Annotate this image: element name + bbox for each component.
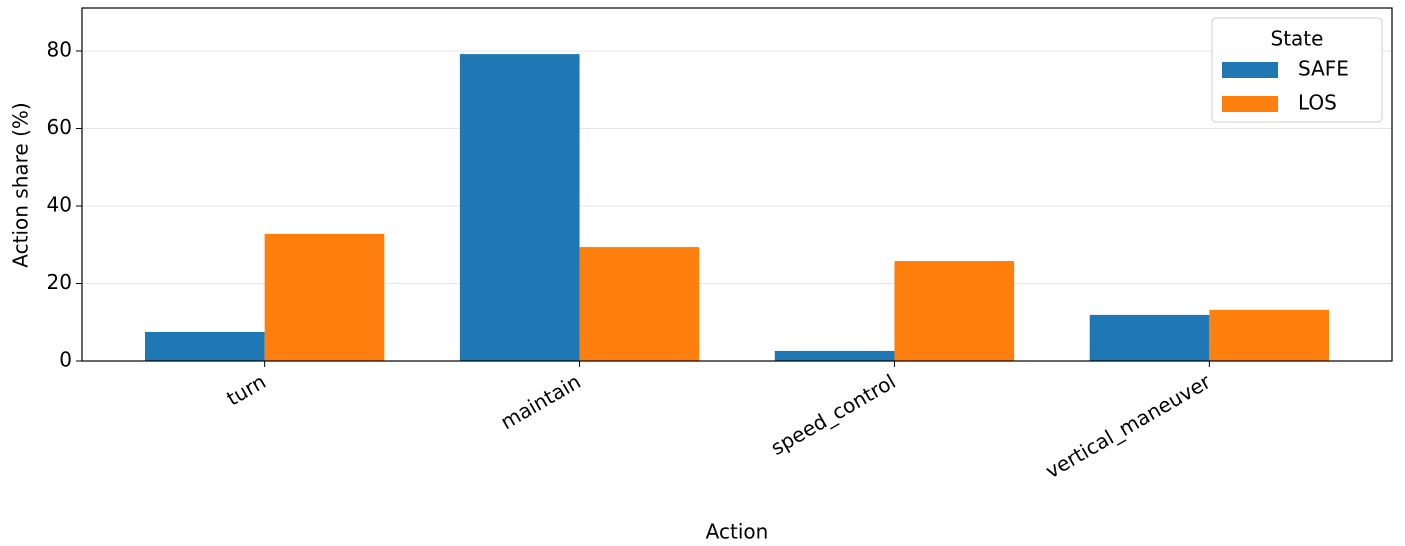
- y-tick-label: 0: [59, 348, 72, 372]
- y-axis-label: Action share (%): [9, 102, 33, 267]
- bar: [774, 350, 895, 361]
- legend-title: State: [1271, 27, 1324, 51]
- legend-label: SAFE: [1298, 57, 1349, 81]
- x-tick-label: maintain: [496, 369, 584, 434]
- bar: [264, 233, 385, 361]
- bar: [1089, 314, 1210, 361]
- x-axis-label: Action: [706, 520, 769, 544]
- bar: [459, 54, 580, 361]
- bar: [894, 261, 1015, 361]
- x-tick-label: turn: [222, 369, 270, 410]
- plot-frame: [81, 7, 1393, 362]
- x-tick-label: vertical_maneuver: [1041, 369, 1215, 483]
- y-tick-label: 20: [47, 270, 72, 294]
- bar: [1209, 309, 1330, 361]
- legend-swatch: [1222, 62, 1278, 78]
- x-tick-label: speed_control: [767, 369, 900, 460]
- y-tick-label: 40: [47, 193, 72, 217]
- bar: [144, 331, 265, 361]
- bar: [579, 247, 700, 361]
- y-tick-label: 60: [47, 115, 72, 139]
- legend-label: LOS: [1298, 91, 1337, 115]
- y-tick-label: 80: [47, 38, 72, 62]
- legend-swatch: [1222, 96, 1278, 112]
